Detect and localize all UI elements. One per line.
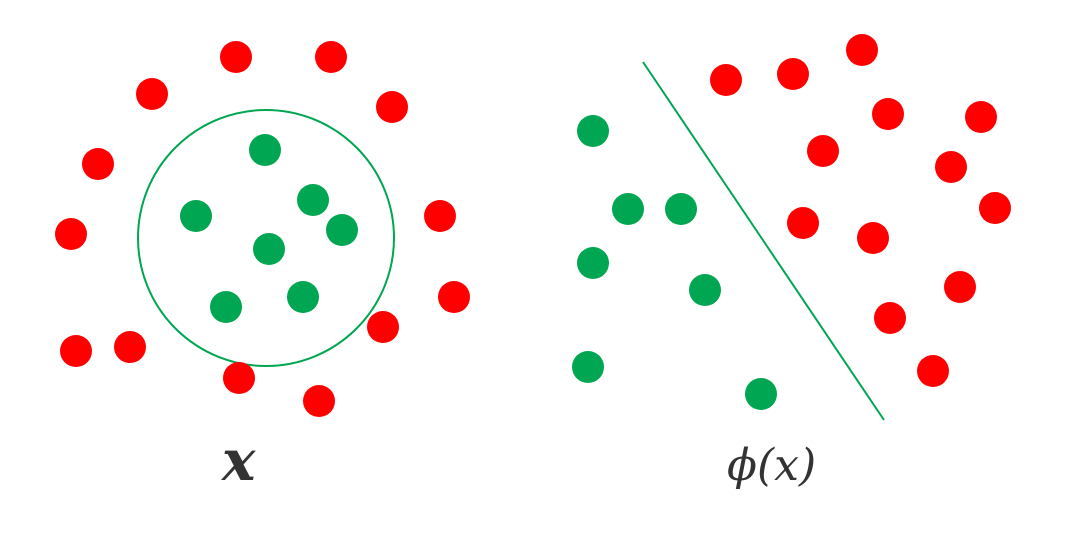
feature-space-panel: [572, 34, 1011, 421]
inner-class-point: [745, 378, 777, 410]
outer-class-point: [872, 98, 904, 130]
feature-space-points: [572, 34, 1011, 410]
outer-class-point: [60, 335, 92, 367]
inner-class-point: [287, 281, 319, 313]
inner-class-point: [612, 193, 644, 225]
circular-decision-boundary: [137, 109, 395, 367]
inner-class-point: [577, 115, 609, 147]
outer-class-point: [223, 362, 255, 394]
outer-class-point: [55, 218, 87, 250]
inner-class-point: [210, 291, 242, 323]
outer-class-point: [220, 41, 252, 73]
outer-class-point: [807, 135, 839, 167]
outer-class-point: [82, 148, 114, 180]
inner-class-point: [253, 233, 285, 265]
inner-class-point: [180, 200, 212, 232]
inner-class-point: [249, 134, 281, 166]
outer-class-point: [965, 101, 997, 133]
outer-class-point: [136, 78, 168, 110]
outer-class-point: [438, 281, 470, 313]
linear-decision-boundary: [642, 61, 885, 421]
outer-class-point: [777, 58, 809, 90]
inner-class-point: [689, 274, 721, 306]
outer-class-point: [367, 311, 399, 343]
outer-class-point: [917, 355, 949, 387]
inner-class-point: [326, 214, 358, 246]
outer-class-point: [114, 331, 146, 363]
input-space-panel: [55, 41, 470, 417]
outer-class-point: [857, 222, 889, 254]
outer-class-point: [944, 271, 976, 303]
outer-class-point: [846, 34, 878, 66]
input-space-points: [55, 41, 470, 417]
outer-class-point: [376, 91, 408, 123]
outer-class-point: [979, 192, 1011, 224]
outer-class-point: [315, 41, 347, 73]
outer-class-point: [787, 207, 819, 239]
outer-class-point: [874, 302, 906, 334]
inner-class-point: [577, 247, 609, 279]
outer-class-point: [710, 64, 742, 96]
inner-class-point: [297, 184, 329, 216]
outer-class-point: [935, 151, 967, 183]
inner-class-point: [572, 351, 604, 383]
inner-class-point: [665, 193, 697, 225]
feature-space-label: ϕ(x): [727, 440, 817, 491]
outer-class-point: [303, 385, 335, 417]
input-space-label: x: [222, 428, 256, 494]
outer-class-point: [424, 200, 456, 232]
